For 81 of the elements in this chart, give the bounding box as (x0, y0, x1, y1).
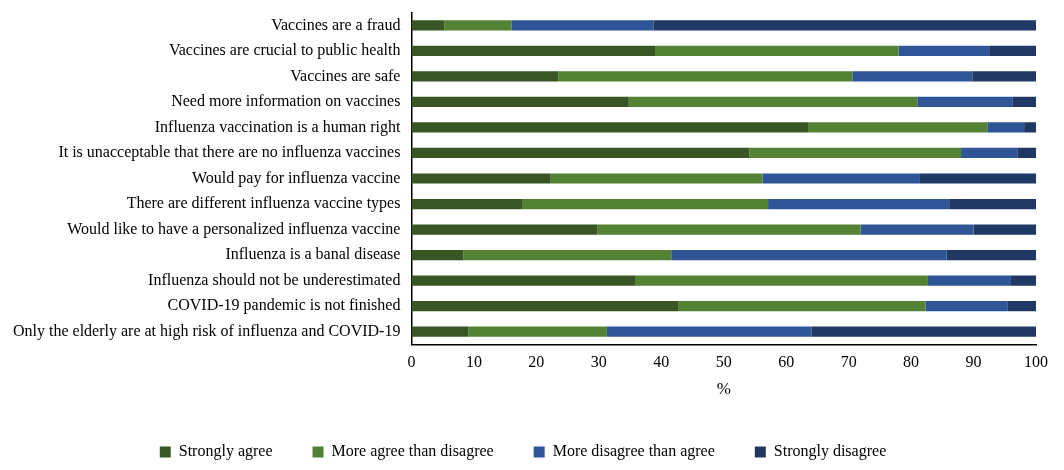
bar (852, 71, 973, 82)
y-tick-label: Only the elderly are at high risk of influenza and COVID-19 (13, 321, 401, 340)
bar (411, 20, 445, 31)
bar (628, 96, 918, 108)
legend-label: Strongly disagree (773, 442, 887, 461)
bar (411, 173, 551, 184)
y-tick-label: Would pay for influenza vaccine (192, 168, 401, 187)
legend-label: Strongly agree (178, 442, 273, 461)
bar (946, 249, 1036, 261)
bar (411, 122, 809, 133)
bar (411, 275, 636, 286)
bar (655, 45, 899, 56)
bar (521, 198, 769, 210)
bar (511, 20, 654, 31)
bar (987, 122, 1025, 133)
bar (749, 147, 962, 159)
x-tick-label: 20 (528, 353, 545, 371)
bar (973, 224, 1036, 235)
x-tick-label: 0 (407, 353, 416, 371)
y-tick-label: Influenza is a banal disease (225, 245, 401, 263)
y-tick-label: Need more information on vaccines (171, 92, 401, 110)
bar (678, 301, 926, 312)
bar (635, 275, 928, 286)
bar (411, 147, 750, 159)
x-tick-label: 30 (590, 353, 607, 371)
bar (989, 45, 1036, 56)
bar (768, 198, 950, 210)
bar (468, 326, 607, 337)
bar (972, 71, 1036, 82)
bar (411, 301, 679, 312)
bar (411, 45, 656, 56)
bar (925, 301, 1008, 312)
bar (1011, 275, 1036, 286)
y-tick-label: COVID-19 pandemic is not finished (167, 296, 401, 315)
bar (1024, 122, 1036, 133)
y-tick-label: Vaccines are crucial to public health (168, 41, 401, 60)
bar (949, 198, 1036, 210)
bar (860, 224, 974, 235)
bar (927, 275, 1012, 286)
y-tick-label: It is unacceptable that there are no influenza vaccines (58, 143, 401, 162)
bar (1012, 96, 1036, 108)
x-tick-label: 100 (1024, 353, 1048, 371)
y-tick-label: There are different influenza vaccine types (126, 194, 401, 213)
bar (671, 249, 947, 261)
y-tick-label: Influenza vaccination is a human right (154, 117, 401, 136)
bar (961, 147, 1018, 159)
x-tick-label: 40 (653, 353, 670, 371)
x-tick-label: 70 (840, 353, 857, 371)
x-tick-label: 90 (965, 353, 982, 371)
bar (653, 20, 1036, 31)
bar (550, 173, 763, 184)
bar (917, 96, 1013, 108)
bar (411, 326, 469, 337)
bar (558, 71, 853, 82)
bar (463, 249, 672, 261)
x-tick-label: 10 (465, 353, 482, 371)
bar (411, 198, 522, 210)
bar (411, 96, 629, 108)
x-axis-title: % (716, 379, 731, 399)
bar (1017, 147, 1036, 159)
y-tick-label: Would like to have a personalized influenza vaccine (67, 219, 401, 238)
x-tick-label: 80 (903, 353, 920, 371)
legend-label: More agree than disagree (331, 442, 494, 461)
x-tick-label: 60 (778, 353, 795, 371)
bar (444, 20, 512, 31)
bar (808, 122, 988, 133)
x-tick-label: 50 (715, 353, 732, 371)
bar (411, 71, 559, 82)
bar (898, 45, 990, 56)
bar (606, 326, 812, 337)
bar (1007, 301, 1036, 312)
bar (597, 224, 861, 235)
bar (411, 249, 464, 261)
bar (811, 326, 1036, 337)
y-tick-label: Vaccines are a fraud (271, 15, 401, 33)
y-tick-label: Vaccines are safe (290, 66, 401, 84)
y-tick-label: Influenza should not be underestimated (148, 270, 401, 288)
bar (411, 224, 598, 235)
bar (919, 173, 1036, 184)
legend-label: More disagree than agree (552, 442, 715, 461)
bar (762, 173, 920, 184)
